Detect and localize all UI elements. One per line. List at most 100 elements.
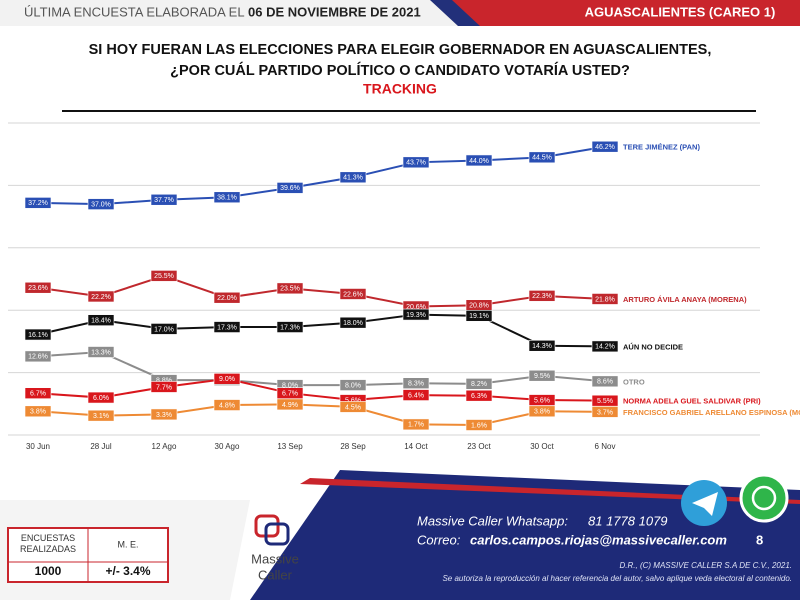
value-label-box: [402, 389, 430, 401]
value-label: 4.8%: [219, 402, 235, 409]
value-label-box: [213, 373, 241, 385]
whatsapp-glyph: [751, 485, 777, 511]
value-label: 1.6%: [471, 422, 487, 429]
value-label-box: [339, 171, 367, 184]
value-label: 22.3%: [532, 293, 552, 300]
value-label-box: [24, 281, 52, 294]
value-label: 3.7%: [597, 409, 613, 416]
value-label-box: [150, 381, 178, 393]
value-label-box: [276, 398, 304, 411]
copyright: D.R., (C) MASSIVE CALLER S.A DE C.V., 20…: [620, 561, 793, 570]
value-label-box: [591, 293, 619, 305]
value-label: 4.9%: [282, 402, 298, 409]
value-label: 39.6%: [280, 185, 300, 192]
value-label-box: [528, 405, 556, 418]
value-label: 3.3%: [156, 412, 172, 419]
value-label: 3.1%: [93, 413, 109, 420]
value-label-box: [150, 270, 178, 282]
value-label-box: [276, 321, 304, 333]
series-line: [37, 274, 606, 308]
value-label: 6.7%: [282, 391, 298, 398]
email-label: Correo:: [417, 532, 461, 547]
value-label-box: [402, 418, 430, 431]
value-label-box: [465, 419, 493, 431]
value-label: 43.7%: [406, 160, 426, 167]
value-label: 22.6%: [343, 291, 363, 298]
value-label: 12.6%: [28, 354, 48, 361]
plot-area: 30 Jun 28 Jul 12 Ago 30 Ago 13 Sep 28 Sep 14 O…: [8, 122, 800, 451]
value-label: 46.2%: [595, 144, 615, 151]
series-line: [37, 313, 606, 348]
value-label-box: [528, 339, 556, 352]
logo-text: Massive: [251, 551, 299, 566]
x-tick-label: 14 Oct: [404, 442, 428, 451]
value-label-box: [150, 408, 178, 421]
value-label: 6.4%: [408, 392, 424, 399]
disclaimer: Se autoriza la reproducción al hacer ref…: [442, 574, 792, 583]
value-label: 5.6%: [534, 397, 550, 404]
value-label-box: [591, 406, 619, 418]
x-tick-label: 30 Oct: [530, 442, 554, 451]
header-blue-stripe: [430, 0, 480, 26]
value-label: 3.8%: [30, 409, 46, 416]
x-tick-label: 28 Sep: [340, 442, 366, 451]
logo-text: Caller: [258, 567, 293, 582]
value-label-box: [591, 140, 619, 153]
value-label: 9.0%: [219, 376, 235, 383]
value-label: 5.5%: [597, 398, 613, 405]
series-line: [37, 350, 606, 387]
series-line: [37, 377, 606, 402]
x-tick-label: 30 Ago: [215, 442, 240, 451]
value-label: 23.6%: [28, 285, 48, 292]
legend-label: TERE JIMÉNEZ (PAN): [623, 143, 700, 152]
whatsapp-icon[interactable]: [739, 473, 789, 523]
value-label: 8.2%: [471, 381, 487, 388]
value-label: 18.0%: [343, 320, 363, 327]
value-label: 8.0%: [282, 382, 298, 389]
value-label-box: [465, 378, 493, 390]
legend-label: FRANCISCO GABRIEL ARELLANO ESPINOSA (MC): [623, 408, 800, 417]
value-label: 25.5%: [154, 273, 174, 280]
value-label-box: [213, 399, 241, 411]
value-label-box: [276, 182, 304, 194]
surveys-header-box: ENCUESTAS REALIZADAS: [20, 533, 76, 554]
value-label-box: [528, 290, 556, 302]
margin-value: +/- 3.4%: [105, 564, 150, 578]
logo-mark: [264, 522, 290, 546]
value-label: 13.3%: [91, 349, 111, 356]
footer-red-stripe: [300, 478, 800, 504]
value-label-box: [87, 290, 115, 303]
whatsapp-number: 81 1778 1079: [588, 513, 668, 528]
value-label-box: [402, 308, 430, 321]
value-label-box: [87, 346, 115, 358]
value-label-box: [150, 193, 178, 206]
x-tick-label: 28 Jul: [90, 442, 112, 451]
email: carlos.campos.riojas@massivecaller.com: [470, 532, 727, 547]
value-label: 17.3%: [280, 324, 300, 331]
value-label: 14.3%: [532, 343, 552, 350]
value-label: 1.7%: [408, 422, 424, 429]
value-label: 22.2%: [91, 294, 111, 301]
value-label: 17.0%: [154, 326, 174, 333]
value-label: 3.8%: [534, 409, 550, 416]
survey-label: ÚLTIMA ENCUESTA ELABORADA EL: [24, 4, 245, 19]
value-label: 7.7%: [156, 384, 172, 391]
value-label-box: [87, 314, 115, 326]
legend-label: AÚN NO DECIDE: [623, 342, 683, 351]
chart-title: ¿POR CUÁL PARTIDO POLÍTICO O CANDIDATO V…: [170, 62, 630, 79]
value-label: 4.5%: [345, 404, 361, 411]
value-label: 20.8%: [469, 303, 489, 310]
value-label: 19.3%: [406, 312, 426, 319]
value-label-box: [87, 409, 115, 422]
surveys-value: 1000: [35, 564, 62, 578]
value-label-box: [465, 154, 493, 167]
series-line: [37, 403, 606, 427]
value-label-box: [402, 156, 430, 169]
value-label: 6.0%: [93, 395, 109, 402]
page-number: 8: [756, 532, 763, 547]
series-line: [37, 145, 606, 206]
value-label-box: [528, 369, 556, 382]
whatsapp-label: Massive Caller Whatsapp:: [417, 513, 568, 528]
value-label: 18.4%: [91, 318, 111, 325]
